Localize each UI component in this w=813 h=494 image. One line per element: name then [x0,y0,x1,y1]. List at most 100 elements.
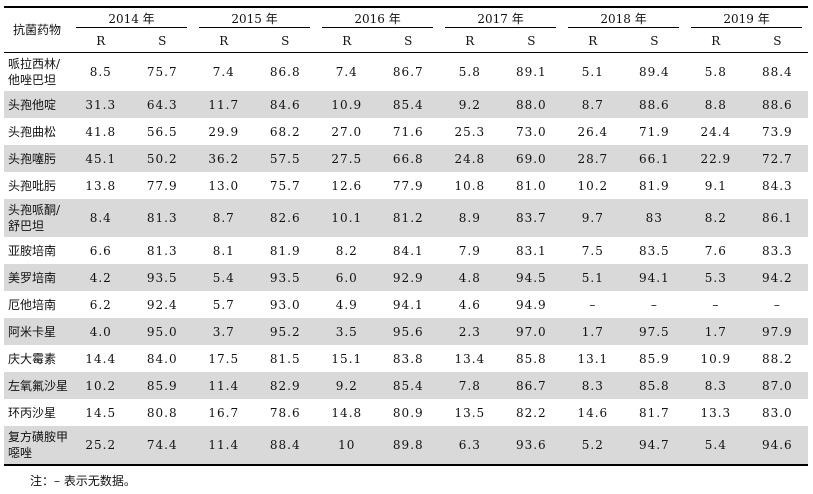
r-header: R [711,34,721,48]
s-value: 83.7 [500,199,563,237]
s-header: S [404,34,413,48]
table-row: 环丙沙星 14.5 80.8 16.7 78.6 14.8 80.9 13.5 82.2 14.6… [4,399,808,426]
s-value: 97.9 [746,318,809,345]
r-value: 26.4 [577,124,609,139]
s-value: 82.9 [254,372,317,399]
r-value: 7.8 [439,372,501,399]
year-header: 2018 年 [562,7,685,30]
s-value: 77.9 [392,178,424,193]
s-value: 57.5 [254,145,317,172]
r-value: 9.2 [439,91,501,118]
r-value: 24.8 [439,145,501,172]
s-value: 93.0 [269,297,301,312]
r-header: R [465,34,475,48]
s-value: 71.6 [392,124,424,139]
s-header: S [158,34,167,48]
r-value: 27.0 [331,124,363,139]
s-value: 88.6 [746,91,809,118]
r-value: 5.2 [562,426,624,465]
resistance-table: 抗菌药物 2014 年 2015 年 2016 年 2017 年 2018 年 … [4,6,809,466]
r-header: R [219,34,229,48]
s-value: 94.1 [392,297,424,312]
r-value: 12.6 [331,178,363,193]
s-value: 93.6 [500,426,563,465]
drug-name: 厄他培南 [8,297,57,312]
r-value: 1.7 [685,318,747,345]
r-value: 5.7 [212,297,235,312]
s-header: S [650,34,659,48]
r-value: 22.9 [685,145,747,172]
r-value: 8.4 [70,199,132,237]
r-header: R [96,34,106,48]
s-value: 85.9 [131,372,194,399]
r-value: 13.0 [208,178,240,193]
s-value: 97.0 [500,318,563,345]
s-value: 80.9 [392,405,424,420]
s-value: 94.2 [746,264,809,291]
drug-name: 头孢吡肟 [8,178,57,193]
s-value: 93.5 [254,264,317,291]
drug-name: 环丙沙星 [8,405,57,420]
r-value: 13.3 [700,405,732,420]
r-value: 11.4 [193,372,255,399]
r-value: 10.8 [454,178,486,193]
s-value: 84.1 [392,243,424,258]
s-value: 94.1 [623,264,686,291]
s-value: – [773,297,781,312]
r-value: 14.5 [85,405,117,420]
r-value: 11.7 [193,91,255,118]
s-value: 66.1 [623,145,686,172]
r-value: 15.1 [331,351,363,366]
table-row: 亚胺培南 6.6 81.3 8.1 81.9 8.2 84.1 7.9 83.1 7.5 83.5 7… [4,237,808,264]
table-row: 头孢他啶 31.3 64.3 11.7 84.6 10.9 85.4 9.2 88.0 8.7 88… [4,91,809,118]
table-row: 头孢吡肟 13.8 77.9 13.0 75.7 12.6 77.9 10.8 81.0 10.2… [4,172,808,199]
r-value: 13.8 [85,178,117,193]
s-value: 83.0 [761,405,793,420]
r-value: 10.2 [70,372,132,399]
drug-name: 头孢哌酮/舒巴坦 [4,199,70,237]
s-value: 93.5 [131,264,194,291]
r-value: 7.4 [212,65,235,79]
r-value: 10.9 [316,91,378,118]
drug-name: 复方磺胺甲噁唑 [4,426,70,465]
s-value: 72.7 [746,145,809,172]
table-body: 哌拉西林/他唑巴坦 8.5 75.7 7.4 86.8 7.4 86.7 5.8 89.1 5.1… [4,53,809,465]
s-value: 80.8 [146,405,178,420]
s-value: 85.9 [638,351,670,366]
r-value: 13.4 [454,351,486,366]
year-label: 2016 年 [322,10,434,28]
r-value: 25.3 [454,124,486,139]
table-row: 厄他培南 6.2 92.4 5.7 93.0 4.9 94.1 4.6 94.9 – – – – [4,291,808,318]
r-value: 14.4 [85,351,117,366]
r-value: 3.5 [316,318,378,345]
s-value: 74.4 [131,426,194,465]
drug-name: 美罗培南 [4,264,70,291]
r-value: 25.2 [70,426,132,465]
r-value: 7.6 [704,243,727,258]
table-row: 头孢噻肟 45.1 50.2 36.2 57.5 27.5 66.8 24.8 69.0 28.7… [4,145,809,172]
r-value: 8.2 [335,243,358,258]
drug-name: 阿米卡星 [4,318,70,345]
s-value: 92.9 [377,264,440,291]
year-header: 2014 年 [70,7,193,30]
s-header: S [773,34,782,48]
s-value: 83 [623,199,686,237]
year-label: 2014 年 [76,10,188,28]
s-value: 83.1 [515,243,547,258]
s-value: 81.3 [131,199,194,237]
r-value: 5.8 [704,65,727,79]
rs-header-row: R S R S R S R S R S R S [4,30,809,53]
s-value: 75.7 [146,65,178,79]
drug-name: 左氧氟沙星 [4,372,70,399]
s-value: 94.5 [500,264,563,291]
s-value: 81.9 [638,178,670,193]
r-value: 7.4 [335,65,358,79]
s-value: 78.6 [269,405,301,420]
drug-name: 庆大霉素 [8,351,57,366]
table-row: 复方磺胺甲噁唑 25.2 74.4 11.4 88.4 10 89.8 6.3 93.6 5.2 9… [4,426,809,465]
s-value: 75.7 [269,178,301,193]
r-value: 10.1 [316,199,378,237]
s-value: 68.2 [269,124,301,139]
table-row: 庆大霉素 14.4 84.0 17.5 81.5 15.1 83.8 13.4 85.8 13.1… [4,345,808,372]
s-value: 89.1 [515,65,547,79]
